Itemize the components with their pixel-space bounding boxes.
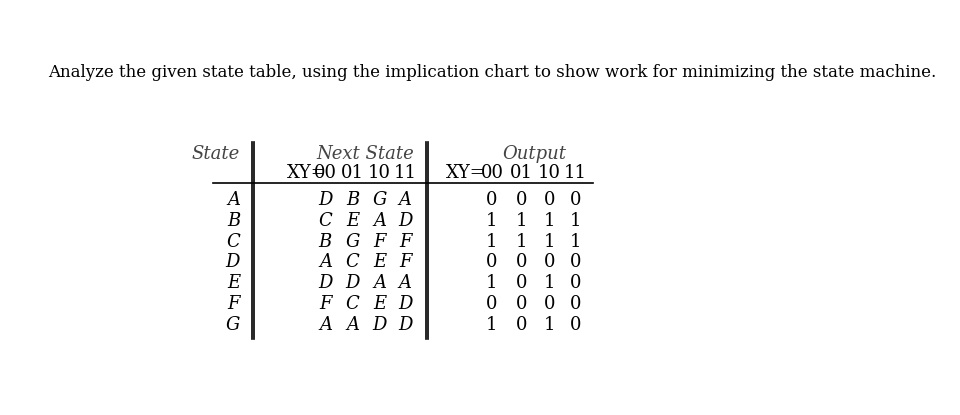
Text: 1: 1 xyxy=(516,212,527,230)
Text: Analyze the given state table, using the implication chart to show work for mini: Analyze the given state table, using the… xyxy=(48,63,936,81)
Text: 0: 0 xyxy=(543,295,555,313)
Text: A: A xyxy=(398,191,412,209)
Text: 1: 1 xyxy=(516,232,527,251)
Text: D: D xyxy=(318,191,332,209)
Text: XY=: XY= xyxy=(445,164,485,182)
Text: D: D xyxy=(398,212,413,230)
Text: F: F xyxy=(319,295,331,313)
Text: F: F xyxy=(373,232,386,251)
Text: D: D xyxy=(398,316,413,334)
Text: D: D xyxy=(226,253,240,271)
Text: 0: 0 xyxy=(570,316,582,334)
Text: 1: 1 xyxy=(543,232,555,251)
Text: 01: 01 xyxy=(510,164,533,182)
Text: 0: 0 xyxy=(570,295,582,313)
Text: B: B xyxy=(319,232,332,251)
Text: E: E xyxy=(373,253,386,271)
Text: G: G xyxy=(226,316,240,334)
Text: 1: 1 xyxy=(487,232,497,251)
Text: 1: 1 xyxy=(543,316,555,334)
Text: 0: 0 xyxy=(487,191,497,209)
Text: F: F xyxy=(228,295,240,313)
Text: F: F xyxy=(399,253,412,271)
Text: B: B xyxy=(227,212,240,230)
Text: D: D xyxy=(318,274,332,292)
Text: 10: 10 xyxy=(368,164,391,182)
Text: 1: 1 xyxy=(543,212,555,230)
Text: A: A xyxy=(398,274,412,292)
Text: 1: 1 xyxy=(543,274,555,292)
Text: 0: 0 xyxy=(487,253,497,271)
Text: F: F xyxy=(399,232,412,251)
Text: G: G xyxy=(372,191,387,209)
Text: 1: 1 xyxy=(487,274,497,292)
Text: A: A xyxy=(373,274,386,292)
Text: C: C xyxy=(346,253,359,271)
Text: B: B xyxy=(346,191,359,209)
Text: C: C xyxy=(319,212,332,230)
Text: 1: 1 xyxy=(570,212,582,230)
Text: 1: 1 xyxy=(570,232,582,251)
Text: 10: 10 xyxy=(538,164,561,182)
Text: Output: Output xyxy=(502,145,565,163)
Text: 0: 0 xyxy=(516,316,527,334)
Text: 1: 1 xyxy=(487,212,497,230)
Text: A: A xyxy=(228,191,240,209)
Text: State: State xyxy=(192,145,240,163)
Text: D: D xyxy=(372,316,387,334)
Text: 0: 0 xyxy=(543,253,555,271)
Text: E: E xyxy=(373,295,386,313)
Text: G: G xyxy=(346,232,360,251)
Text: Next State: Next State xyxy=(317,145,414,163)
Text: 00: 00 xyxy=(314,164,337,182)
Text: C: C xyxy=(346,295,359,313)
Text: D: D xyxy=(398,295,413,313)
Text: 1: 1 xyxy=(487,316,497,334)
Text: 0: 0 xyxy=(570,253,582,271)
Text: 0: 0 xyxy=(543,191,555,209)
Text: E: E xyxy=(227,274,240,292)
Text: 0: 0 xyxy=(516,191,527,209)
Text: 00: 00 xyxy=(481,164,503,182)
Text: 01: 01 xyxy=(341,164,364,182)
Text: 0: 0 xyxy=(570,274,582,292)
Text: 11: 11 xyxy=(394,164,417,182)
Text: 0: 0 xyxy=(516,274,527,292)
Text: 0: 0 xyxy=(516,253,527,271)
Text: A: A xyxy=(319,253,332,271)
Text: A: A xyxy=(373,212,386,230)
Text: A: A xyxy=(319,316,332,334)
Text: E: E xyxy=(346,212,359,230)
Text: 0: 0 xyxy=(487,295,497,313)
Text: 0: 0 xyxy=(570,191,582,209)
Text: D: D xyxy=(346,274,360,292)
Text: 11: 11 xyxy=(564,164,588,182)
Text: XY=: XY= xyxy=(287,164,326,182)
Text: 0: 0 xyxy=(516,295,527,313)
Text: C: C xyxy=(227,232,240,251)
Text: A: A xyxy=(346,316,359,334)
